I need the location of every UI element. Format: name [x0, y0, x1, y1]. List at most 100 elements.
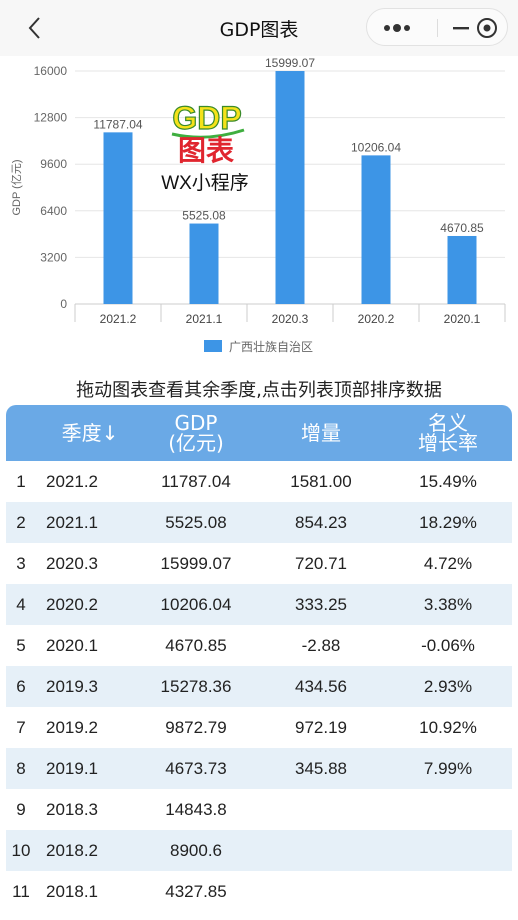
- x-tick-label: 2020.2: [358, 312, 395, 326]
- table-row: 9 2018.3 14843.8: [6, 789, 512, 830]
- y-tick-label: 3200: [40, 250, 67, 264]
- navigation-bar: GDP图表: [0, 0, 518, 56]
- table-row: 7 2019.2 9872.79 972.19 10.92%: [6, 707, 512, 748]
- table-row: 8 2019.1 4673.73 345.88 7.99%: [6, 748, 512, 789]
- row-index: 5: [16, 636, 26, 655]
- gdp-cell: 9872.79: [165, 718, 227, 737]
- x-tick-label: 2021.2: [100, 312, 137, 326]
- gdp-table: 季度↓ GDP (亿元) 增量 名义 增长率 1 2021.2 11787.04 15…: [6, 405, 512, 912]
- gdp-bar-chart[interactable]: 0 3200 6400 9600 12800 16000 GDP (亿元) 11787.04 2…: [0, 56, 518, 366]
- chart-hint-text: 拖动图表查看其余季度,点击列表顶部排序数据: [76, 380, 442, 401]
- gdp-cell: 8900.6: [170, 841, 222, 860]
- quarter-cell: 2018.2: [46, 841, 98, 860]
- growth-rate-cell: [384, 789, 512, 830]
- row-index: 3: [16, 554, 26, 573]
- quarter-cell: 2021.1: [46, 513, 98, 532]
- y-tick-label: 16000: [34, 64, 68, 78]
- increment-cell: 972.19: [295, 718, 347, 737]
- y-tick-label: 9600: [40, 157, 67, 171]
- row-index: 11: [12, 882, 30, 901]
- table-header: 季度↓ GDP (亿元) 增量 名义 增长率: [6, 405, 512, 461]
- growth-rate-cell: [384, 871, 512, 912]
- bar-2021.1: [189, 223, 219, 304]
- bar-2020.1: [447, 235, 477, 304]
- gdp-cell: 4327.85: [165, 882, 227, 901]
- increment-cell: 854.23: [295, 513, 347, 532]
- quarter-cell: 2019.3: [46, 677, 98, 696]
- growth-rate-cell: 4.72%: [423, 554, 473, 573]
- legend-swatch: [204, 340, 222, 352]
- table-row: 2 2021.1 5525.08 854.23 18.29%: [6, 502, 512, 543]
- x-tick-label: 2020.1: [444, 312, 481, 326]
- y-tick-label: 0: [60, 297, 67, 311]
- quarter-cell: 2018.3: [46, 800, 98, 819]
- row-index: 4: [16, 595, 26, 614]
- table-row: 6 2019.3 15278.36 434.56 2.93%: [6, 666, 512, 707]
- minimize-close-icon[interactable]: [453, 15, 499, 41]
- increment-cell: [258, 871, 384, 912]
- gdp-cell: 4670.85: [165, 636, 227, 655]
- increment-cell: 1581.00: [290, 472, 352, 491]
- table-row: 1 2021.2 11787.04 1581.00 15.49%: [6, 461, 512, 502]
- increment-cell: 333.25: [295, 595, 347, 614]
- bar-value-label: 4670.85: [440, 221, 484, 235]
- gdp-cell: 4673.73: [165, 759, 227, 778]
- growth-rate-cell: 7.99%: [423, 759, 473, 778]
- quarter-cell: 2019.2: [46, 718, 98, 737]
- sort-by-growth-rate-header[interactable]: 名义 增长率: [418, 411, 478, 455]
- gdp-cell: 15278.36: [160, 677, 232, 696]
- row-index: 1: [16, 472, 26, 491]
- bar-value-label: 5525.08: [182, 209, 226, 223]
- watermark-swoosh: [171, 128, 245, 139]
- back-arrow-icon[interactable]: [22, 14, 50, 42]
- y-axis-title: GDP (亿元): [10, 159, 23, 215]
- increment-cell: 434.56: [295, 677, 347, 696]
- bar-2020.3: [275, 71, 305, 304]
- row-index: 10: [11, 841, 31, 860]
- growth-rate-cell: 15.49%: [419, 472, 477, 491]
- watermark-logo-gdp: GDP: [172, 100, 241, 136]
- quarter-cell: 2020.3: [46, 554, 98, 573]
- x-tick-label: 2021.1: [186, 312, 223, 326]
- table-row: 11 2018.1 4327.85: [6, 871, 512, 912]
- increment-cell: 720.71: [295, 554, 347, 573]
- bar-value-label: 11787.04: [93, 117, 142, 131]
- quarter-cell: 2018.1: [46, 882, 98, 901]
- quarter-cell: 2020.1: [46, 636, 98, 655]
- quarter-cell: 2021.2: [46, 472, 98, 491]
- gdp-cell: 11787.04: [161, 472, 231, 491]
- row-index: 6: [16, 677, 26, 696]
- growth-rate-cell: 3.38%: [423, 595, 473, 614]
- bar-2021.2: [103, 132, 133, 304]
- sort-by-quarter-header[interactable]: 季度↓: [61, 421, 119, 445]
- row-index: 2: [16, 513, 26, 532]
- row-index: 7: [16, 718, 26, 737]
- quarter-cell: 2019.1: [46, 759, 98, 778]
- sort-by-increment-header[interactable]: 增量: [301, 421, 341, 445]
- sort-by-gdp-header[interactable]: GDP (亿元): [168, 411, 224, 455]
- x-tick-label: 2020.3: [272, 312, 309, 326]
- growth-rate-cell: 10.92%: [419, 718, 477, 737]
- y-tick-label: 6400: [40, 204, 67, 218]
- page-title: GDP图表: [219, 19, 299, 41]
- gdp-cell: 10206.04: [160, 595, 232, 614]
- bar-value-label: 15999.07: [265, 56, 315, 70]
- growth-rate-cell: -0.06%: [421, 636, 475, 655]
- increment-cell: -2.88: [301, 636, 341, 655]
- mini-program-capsule: [366, 8, 508, 46]
- gdp-cell: 14843.8: [165, 800, 227, 819]
- table-row: 3 2020.3 15999.07 720.71 4.72%: [6, 543, 512, 584]
- watermark-logo-title: 图表: [178, 135, 234, 166]
- capsule-divider: [437, 19, 438, 37]
- bar-2020.2: [361, 155, 391, 304]
- gdp-cell: 5525.08: [165, 513, 227, 532]
- growth-rate-cell: [384, 830, 512, 871]
- increment-cell: [258, 830, 384, 871]
- y-tick-label: 12800: [34, 111, 68, 125]
- row-index: 8: [16, 759, 26, 778]
- more-dots-icon[interactable]: [377, 15, 417, 41]
- increment-cell: 345.88: [295, 759, 347, 778]
- table-body: 1 2021.2 11787.04 1581.00 15.49% 2 2021.1 5525.…: [6, 461, 512, 912]
- gdp-cell: 15999.07: [160, 554, 232, 573]
- watermark-logo-subtitle: WX小程序: [161, 172, 249, 194]
